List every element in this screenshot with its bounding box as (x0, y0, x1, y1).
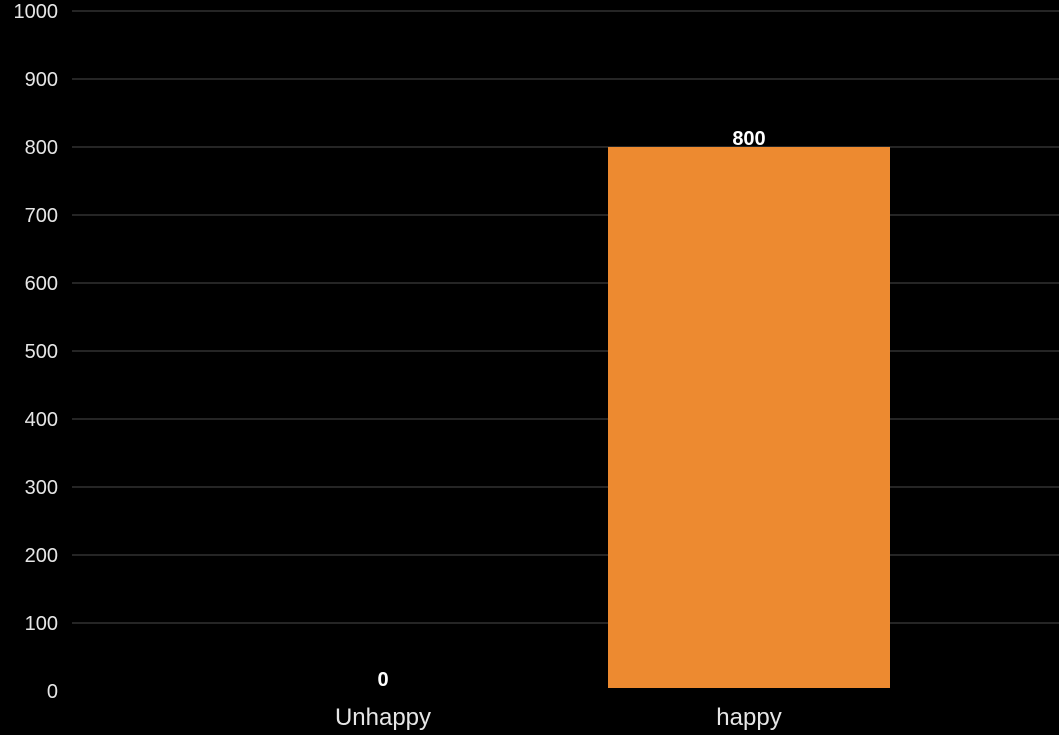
y-tick-label-400: 400 (25, 409, 58, 431)
y-tick-label-800: 800 (25, 137, 58, 159)
y-tick-label-900: 900 (25, 69, 58, 91)
bars (608, 147, 890, 688)
y-tick-label-700: 700 (25, 205, 58, 227)
x-category-label-happy: happy (716, 704, 781, 731)
x-axis-category-labels: Unhappy happy (335, 704, 782, 731)
gridlines (72, 10, 1059, 624)
y-tick-label-1000: 1000 (14, 1, 59, 23)
bar-happy (608, 147, 890, 688)
y-tick-label-300: 300 (25, 477, 58, 499)
y-tick-label-500: 500 (25, 341, 58, 363)
y-tick-label-0: 0 (47, 681, 58, 703)
y-tick-label-200: 200 (25, 545, 58, 567)
x-category-label-unhappy: Unhappy (335, 704, 431, 731)
data-label-unhappy: 0 (377, 669, 388, 691)
y-tick-label-100: 100 (25, 613, 58, 635)
y-tick-label-600: 600 (25, 273, 58, 295)
data-labels: 0 800 (377, 128, 765, 691)
y-axis-tick-labels: 0 100 200 300 400 500 600 700 800 900 1000 (14, 1, 59, 703)
data-label-happy: 800 (732, 128, 765, 150)
